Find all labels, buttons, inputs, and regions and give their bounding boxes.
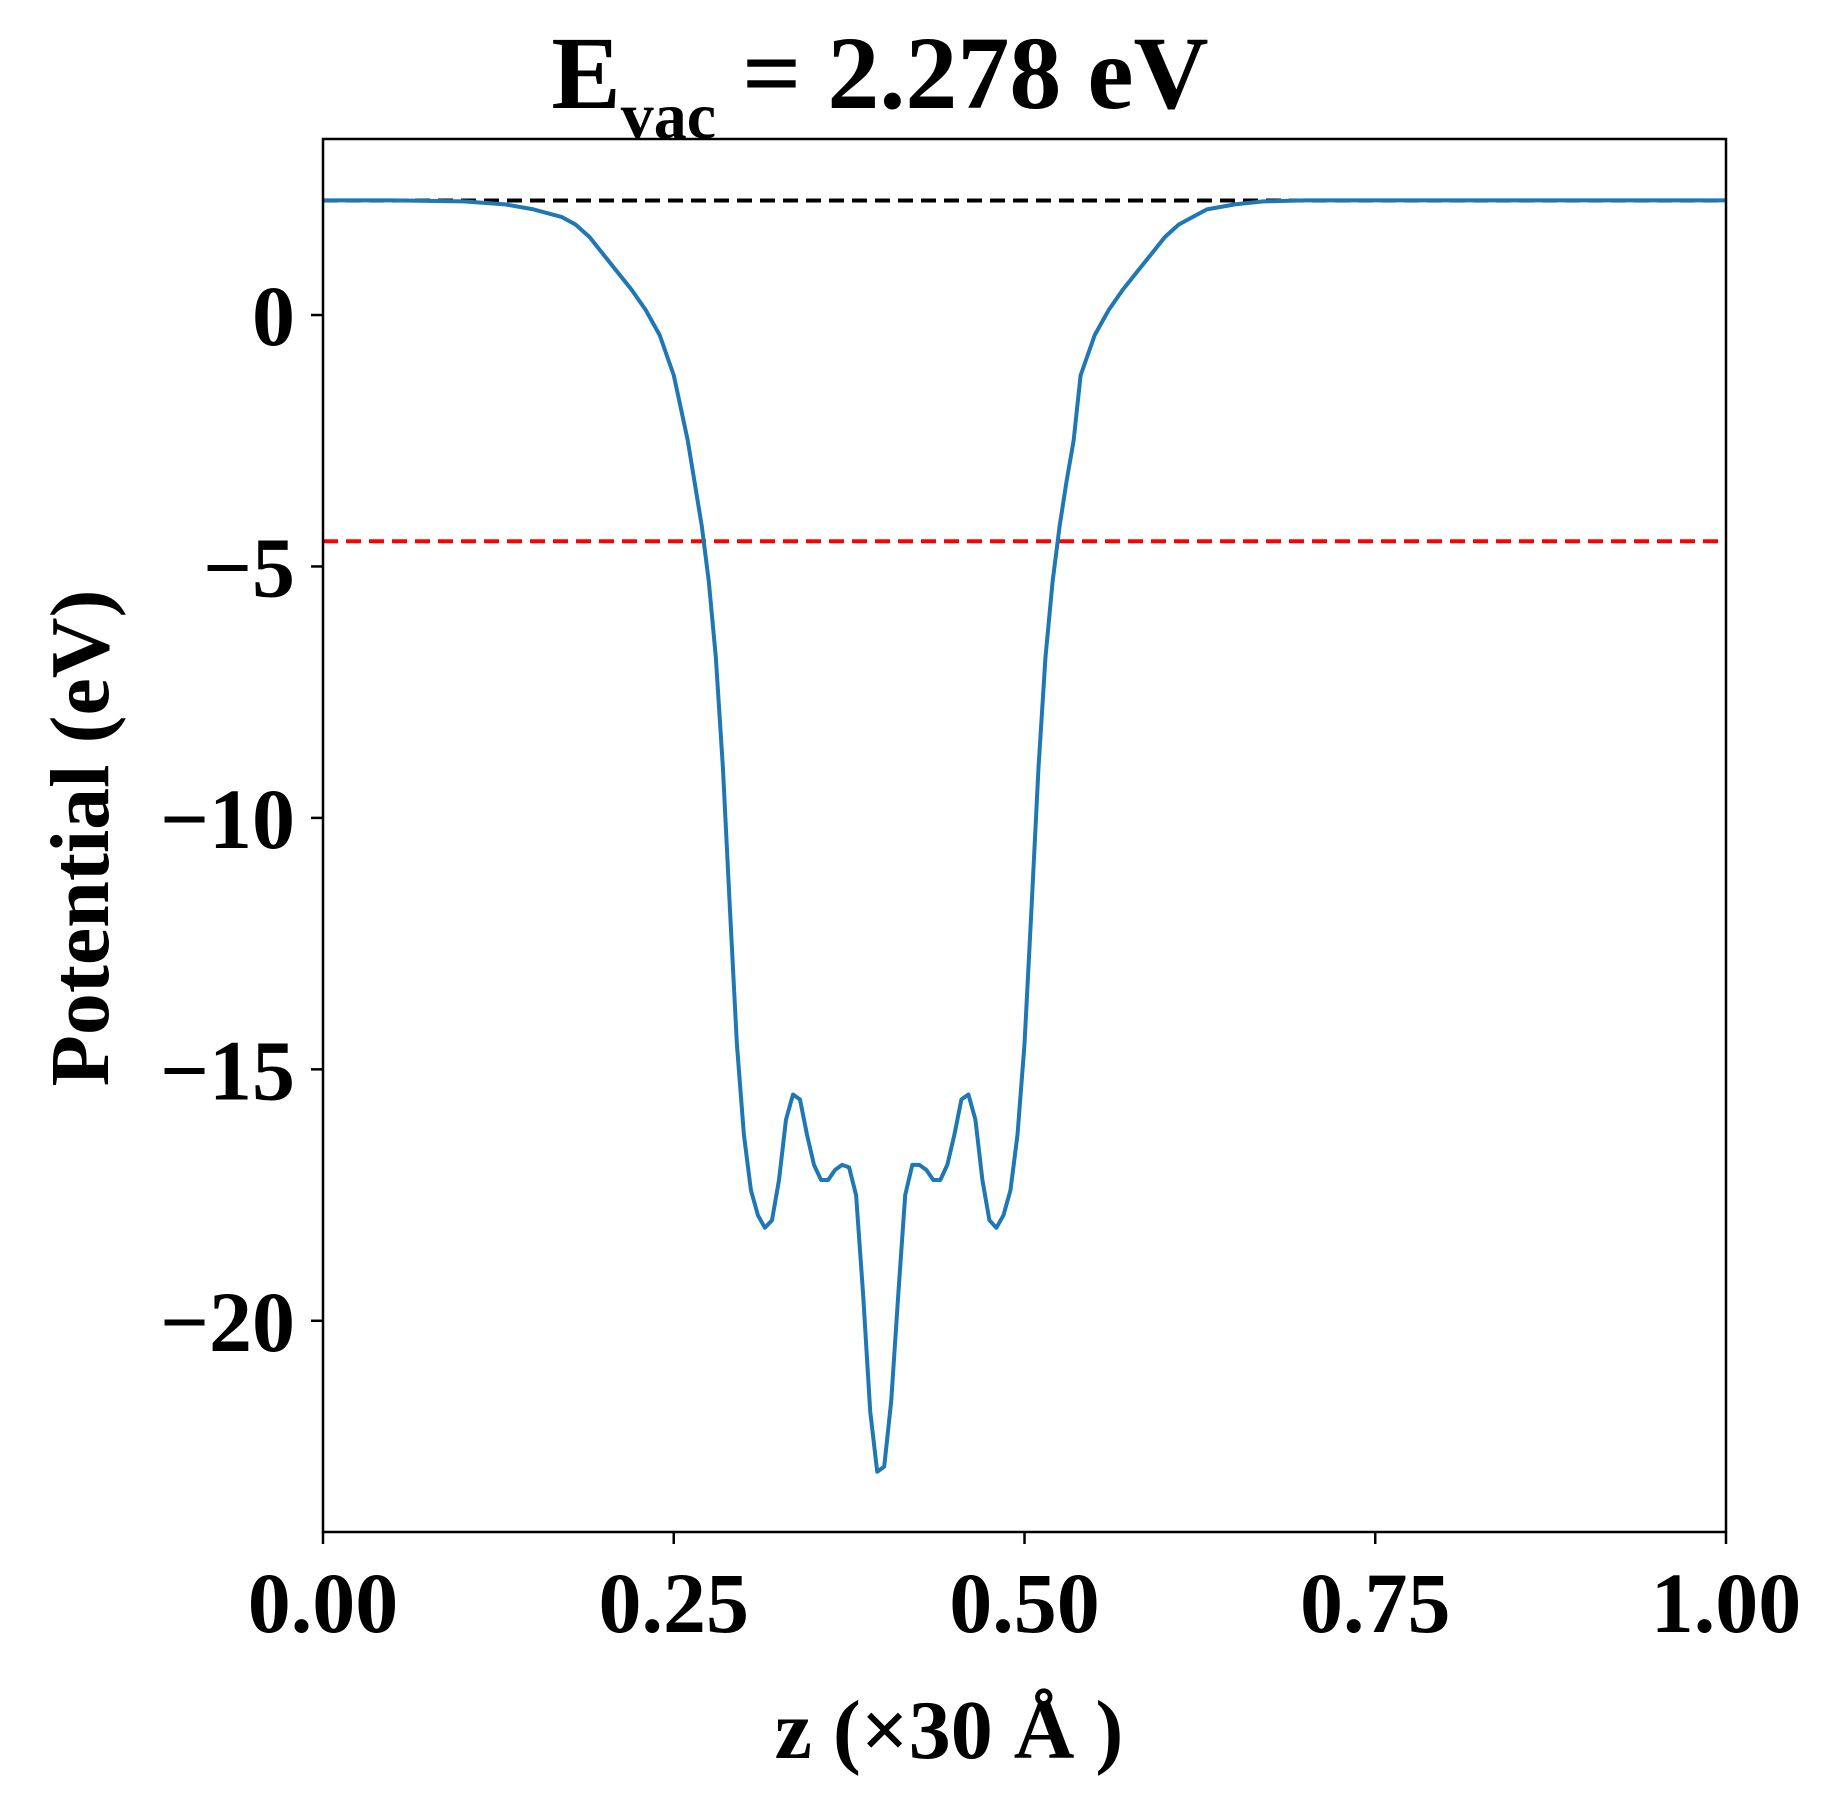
plot-area xyxy=(323,198,1726,1474)
chart-title: Evac = 2.278 eV xyxy=(551,16,1208,153)
y-tick-label: −20 xyxy=(160,1274,295,1370)
y-tick-label: −5 xyxy=(203,519,295,615)
chart-title-main: E xyxy=(551,16,620,131)
y-tick-label: −15 xyxy=(160,1022,295,1118)
plot-frame xyxy=(321,137,1728,1534)
x-tick-label: 0.00 xyxy=(248,1555,399,1651)
y-axis: 0 −5 −10 −15 −20 xyxy=(160,268,323,1370)
x-axis: 0.00 0.25 0.50 0.75 1.00 xyxy=(248,1532,1802,1651)
x-tick-label: 0.50 xyxy=(949,1555,1100,1651)
x-tick-label: 1.00 xyxy=(1651,1555,1802,1651)
x-tick-label: 0.25 xyxy=(599,1555,750,1651)
x-axis-label: z (×30 Å ) xyxy=(775,1684,1124,1777)
chart-title-sub: vac xyxy=(621,80,716,153)
chart-title-rest: = 2.278 eV xyxy=(716,16,1209,131)
potential-series-line xyxy=(323,198,1726,1474)
x-tick-label: 0.75 xyxy=(1300,1555,1451,1651)
y-axis-label: Potential (eV) xyxy=(34,590,127,1087)
y-tick-label: 0 xyxy=(252,268,295,364)
y-tick-label: −10 xyxy=(160,771,295,867)
